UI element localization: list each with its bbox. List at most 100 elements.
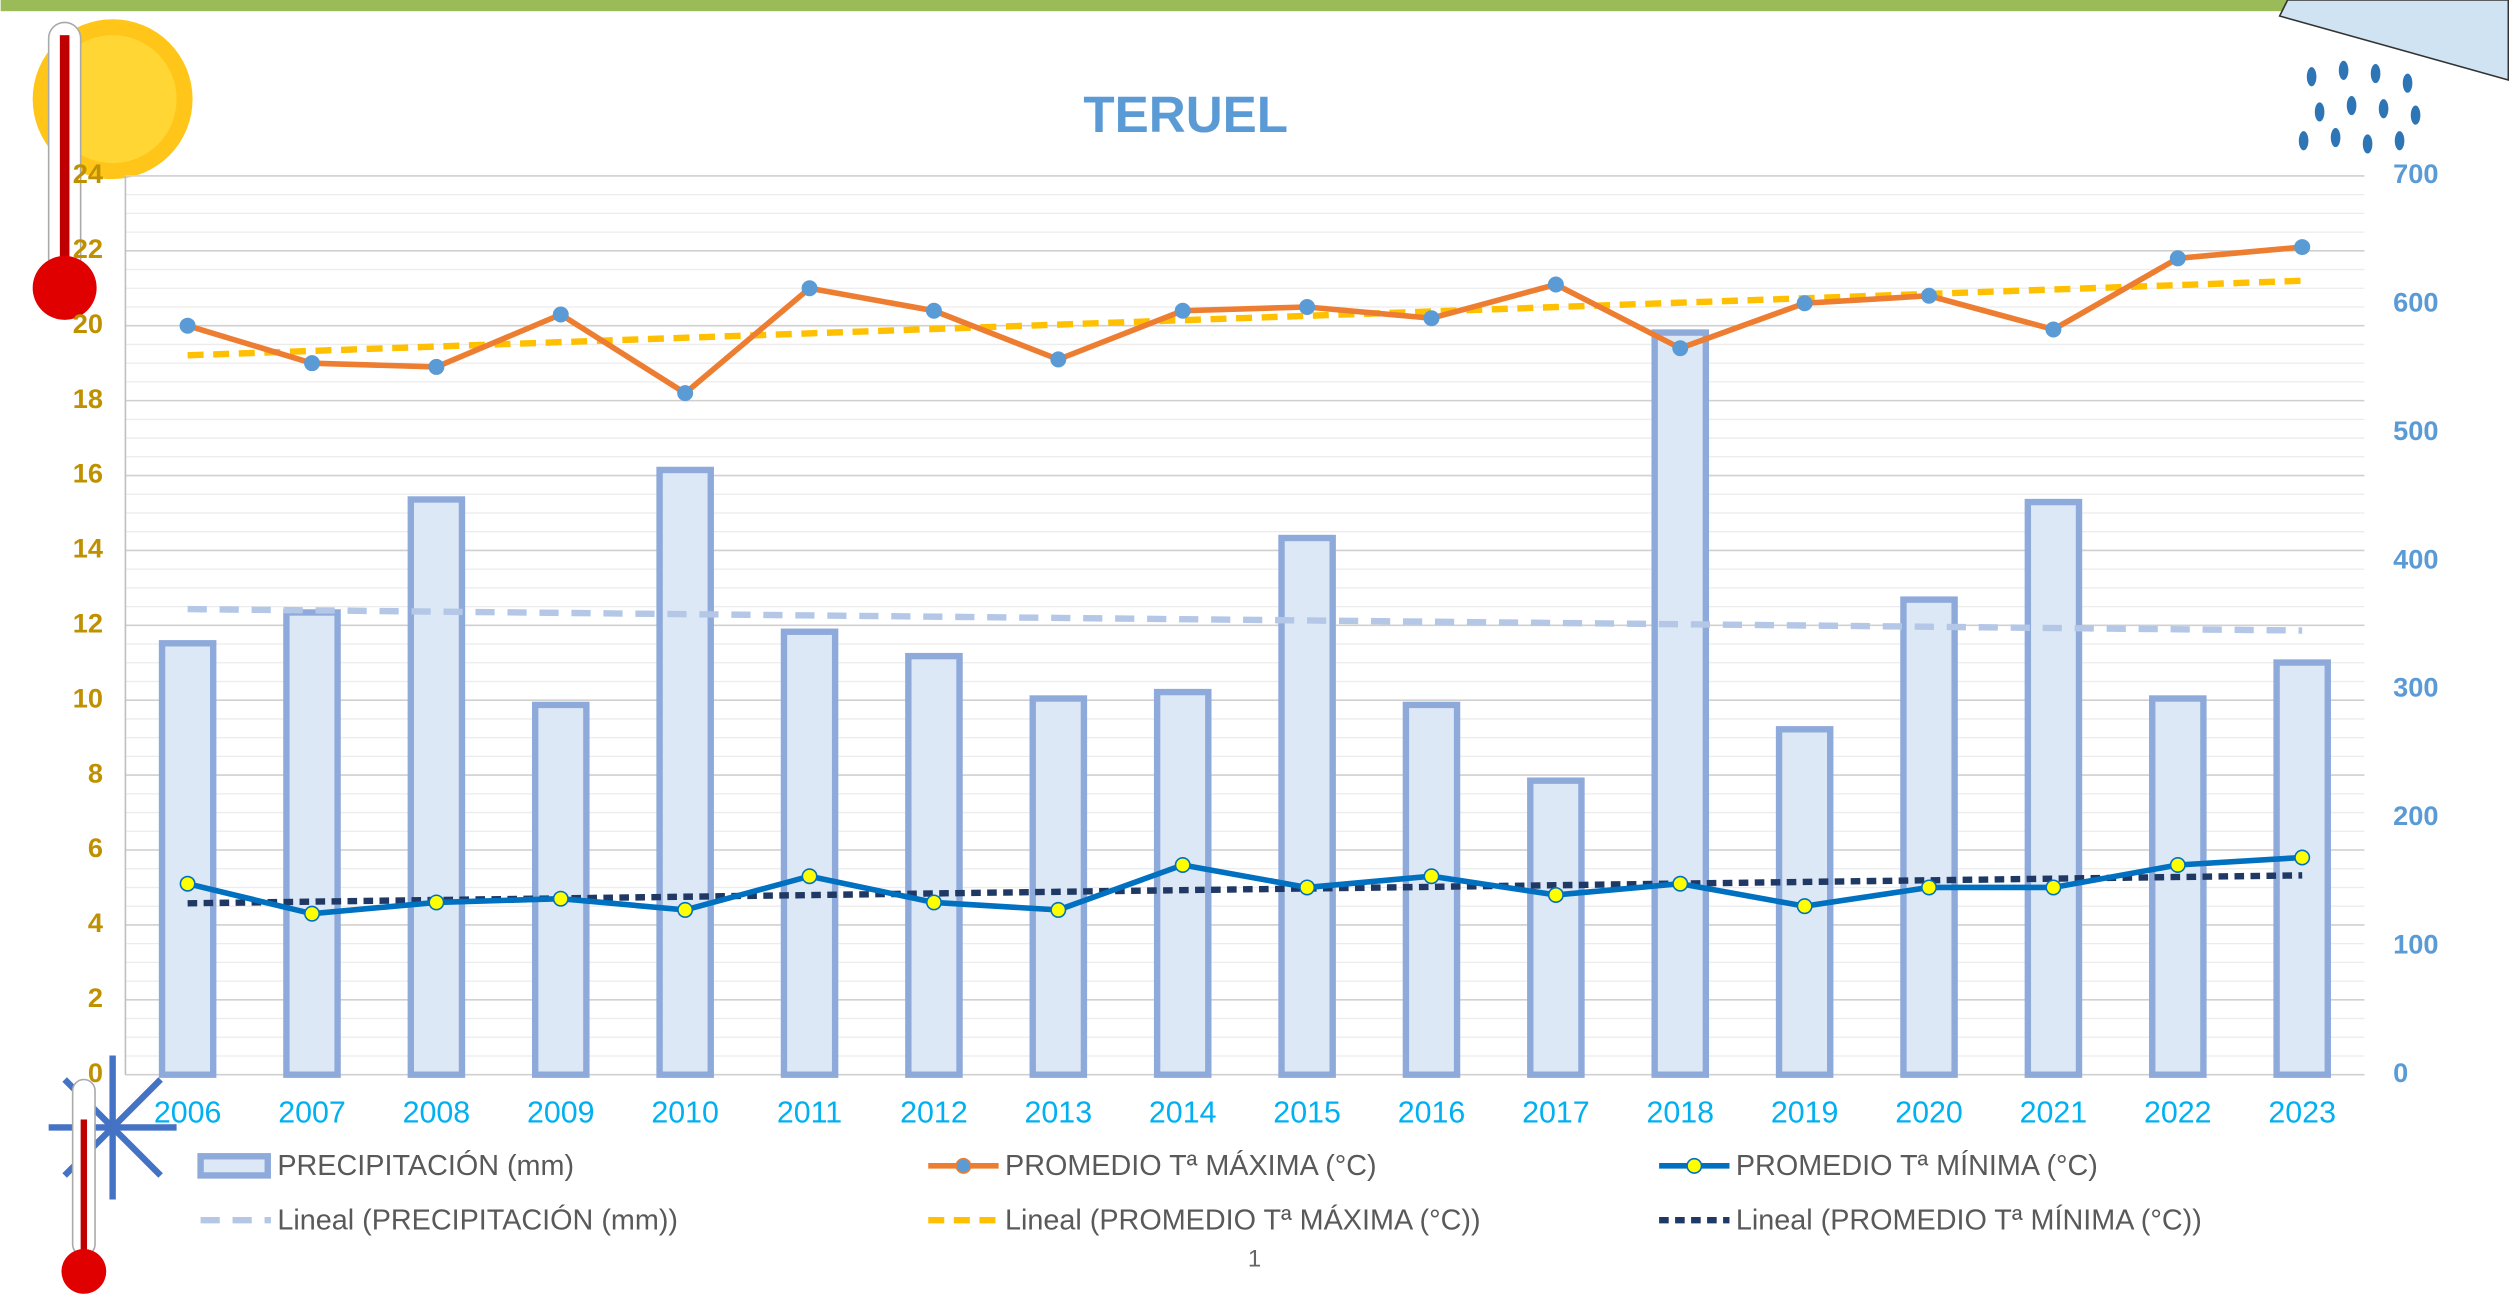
y-tick-label: 24 — [73, 158, 103, 189]
line — [186, 244, 2303, 397]
marker — [925, 894, 942, 911]
marker — [1050, 351, 1067, 368]
bar — [2024, 498, 2083, 1078]
marker — [2045, 321, 2062, 338]
x-tick-label: 2023 — [2268, 1096, 2336, 1130]
marker — [304, 905, 320, 922]
bar — [2149, 695, 2207, 1078]
bar — [905, 652, 963, 1078]
marker — [1672, 340, 1689, 357]
y-tick-label: 8 — [88, 757, 103, 788]
x-tick-label: 2012 — [900, 1096, 968, 1130]
legend-label: Lineal (PROMEDIO Tª MÍNIMA (°C)) — [1736, 1203, 2202, 1236]
marker — [428, 894, 445, 911]
legend-marker — [1686, 1157, 1703, 1174]
bar — [1402, 701, 1461, 1078]
legend-label: PROMEDIO Tª MÍNIMA (°C) — [1736, 1149, 2098, 1182]
y2-tick-label: 700 — [2393, 158, 2438, 189]
bar — [158, 640, 217, 1078]
trendline — [187, 277, 2303, 359]
y2-tick-label: 200 — [2393, 800, 2438, 831]
y2-tick-label: 300 — [2393, 672, 2438, 703]
marker — [179, 317, 196, 334]
marker — [428, 358, 445, 375]
marker — [1921, 879, 1938, 896]
x-tick-label: 2013 — [1025, 1096, 1093, 1130]
cloud-icon — [2278, 0, 2509, 154]
bar — [1153, 688, 1212, 1078]
y-tick-label: 22 — [73, 233, 103, 264]
chart-title: TERUEL — [1083, 86, 1288, 143]
marker — [1921, 287, 1938, 304]
bar — [283, 609, 341, 1078]
bar — [1278, 534, 1336, 1078]
marker — [2294, 849, 2311, 866]
x-tick-label: 2021 — [2020, 1096, 2088, 1130]
legend-label: Lineal (PROMEDIO Tª MÁXIMA (°C)) — [1005, 1203, 1481, 1236]
bar — [1029, 695, 1088, 1078]
marker — [2169, 250, 2186, 267]
marker — [2294, 239, 2311, 256]
y-tick-label: 10 — [73, 682, 103, 713]
marker — [1547, 276, 1564, 293]
bar — [1900, 596, 1958, 1078]
x-tick-label: 2016 — [1398, 1096, 1466, 1130]
marker — [1299, 298, 1316, 315]
thermometer-icon — [32, 21, 97, 320]
marker — [2169, 856, 2186, 873]
marker — [1547, 886, 1564, 903]
x-tick-label: 2010 — [651, 1096, 719, 1130]
x-tick-label: 2020 — [1895, 1096, 1963, 1130]
bar — [1651, 329, 1710, 1078]
bar — [407, 496, 466, 1078]
snow-thermometer-icon — [48, 1055, 177, 1294]
x-tick-label: 2006 — [154, 1096, 222, 1130]
legend-marker — [955, 1157, 972, 1174]
marker — [677, 385, 694, 402]
marker — [1299, 879, 1316, 896]
x-tick-label: 2017 — [1522, 1096, 1590, 1130]
y-tick-label: 2 — [88, 982, 103, 1013]
y2-tick-label: 500 — [2393, 415, 2438, 446]
y-tick-label: 12 — [73, 607, 103, 638]
marker — [2045, 879, 2062, 896]
y2-tick-label: 400 — [2393, 543, 2438, 574]
x-tick-label: 2014 — [1149, 1096, 1217, 1130]
x-tick-label: 2011 — [777, 1096, 842, 1130]
marker — [179, 875, 196, 892]
x-tick-label: 2009 — [527, 1096, 595, 1130]
marker — [1672, 875, 1689, 892]
y-tick-label: 4 — [88, 907, 103, 938]
marker — [304, 355, 320, 372]
top-band — [0, 0, 2509, 12]
legend-label: PRECIPITACIÓN (mm) — [277, 1149, 574, 1182]
marker — [1796, 898, 1813, 915]
marker — [801, 868, 818, 885]
marker — [552, 306, 569, 323]
x-tick-label: 2015 — [1273, 1096, 1341, 1130]
x-tick-label: 2019 — [1771, 1096, 1839, 1130]
y-tick-label: 20 — [73, 308, 103, 339]
line — [186, 854, 2303, 917]
marker — [1423, 310, 1440, 327]
page-number: 1 — [1248, 1246, 1261, 1273]
x-tick-label: 2007 — [278, 1096, 346, 1130]
marker — [801, 280, 818, 297]
legend-swatch — [197, 1153, 271, 1179]
x-tick-label: 2018 — [1646, 1096, 1714, 1130]
marker — [1174, 302, 1191, 319]
y-tick-label: 14 — [73, 533, 103, 564]
x-tick-label: 2022 — [2144, 1096, 2212, 1130]
marker — [677, 901, 694, 918]
marker — [1174, 856, 1191, 873]
bar — [2273, 659, 2331, 1078]
legend-label: PROMEDIO Tª MÁXIMA (°C) — [1005, 1149, 1377, 1182]
bar — [780, 628, 839, 1078]
trendline — [187, 605, 2303, 634]
y-tick-label: 16 — [73, 458, 103, 489]
bar — [656, 466, 714, 1078]
x-tick-label: 2008 — [403, 1096, 471, 1130]
y2-tick-label: 100 — [2393, 928, 2438, 959]
